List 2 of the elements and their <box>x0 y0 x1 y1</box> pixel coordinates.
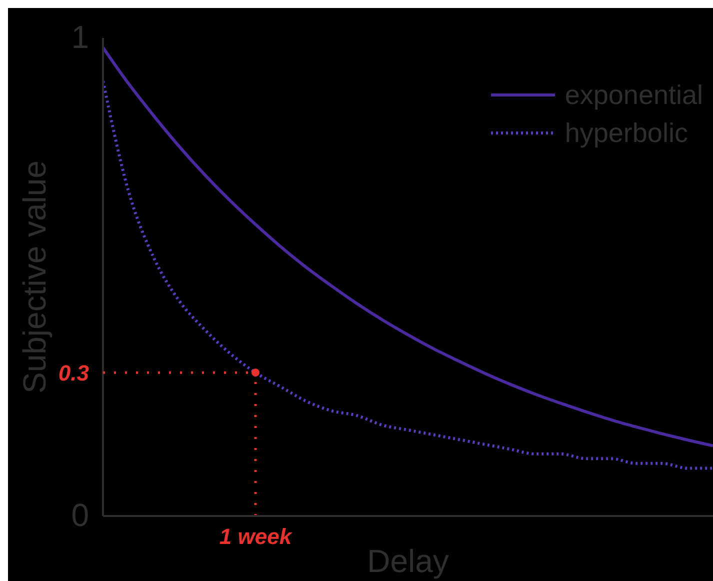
x-tick-label: 1 week <box>219 524 294 549</box>
annotation: 0.3 <box>58 360 89 386</box>
